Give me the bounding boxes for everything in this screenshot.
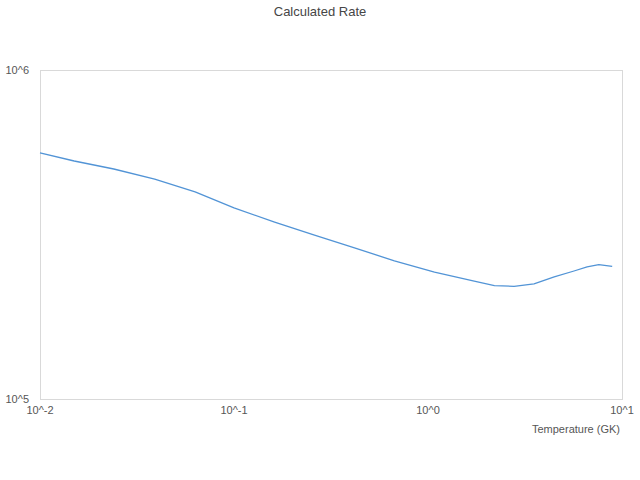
x-tick-label: 10^-1 bbox=[220, 404, 247, 416]
y-tick-label: 10^6 bbox=[0, 64, 29, 76]
x-tick-label: 10^1 bbox=[610, 404, 634, 416]
x-axis-title: Temperature (GK) bbox=[532, 423, 620, 435]
rate-curve bbox=[40, 153, 612, 286]
plot-area-border bbox=[41, 71, 623, 400]
y-tick-label: 10^5 bbox=[0, 393, 29, 405]
x-tick-label: 10^0 bbox=[416, 404, 440, 416]
x-tick-label: 10^-2 bbox=[26, 404, 53, 416]
plot-canvas bbox=[0, 0, 640, 480]
